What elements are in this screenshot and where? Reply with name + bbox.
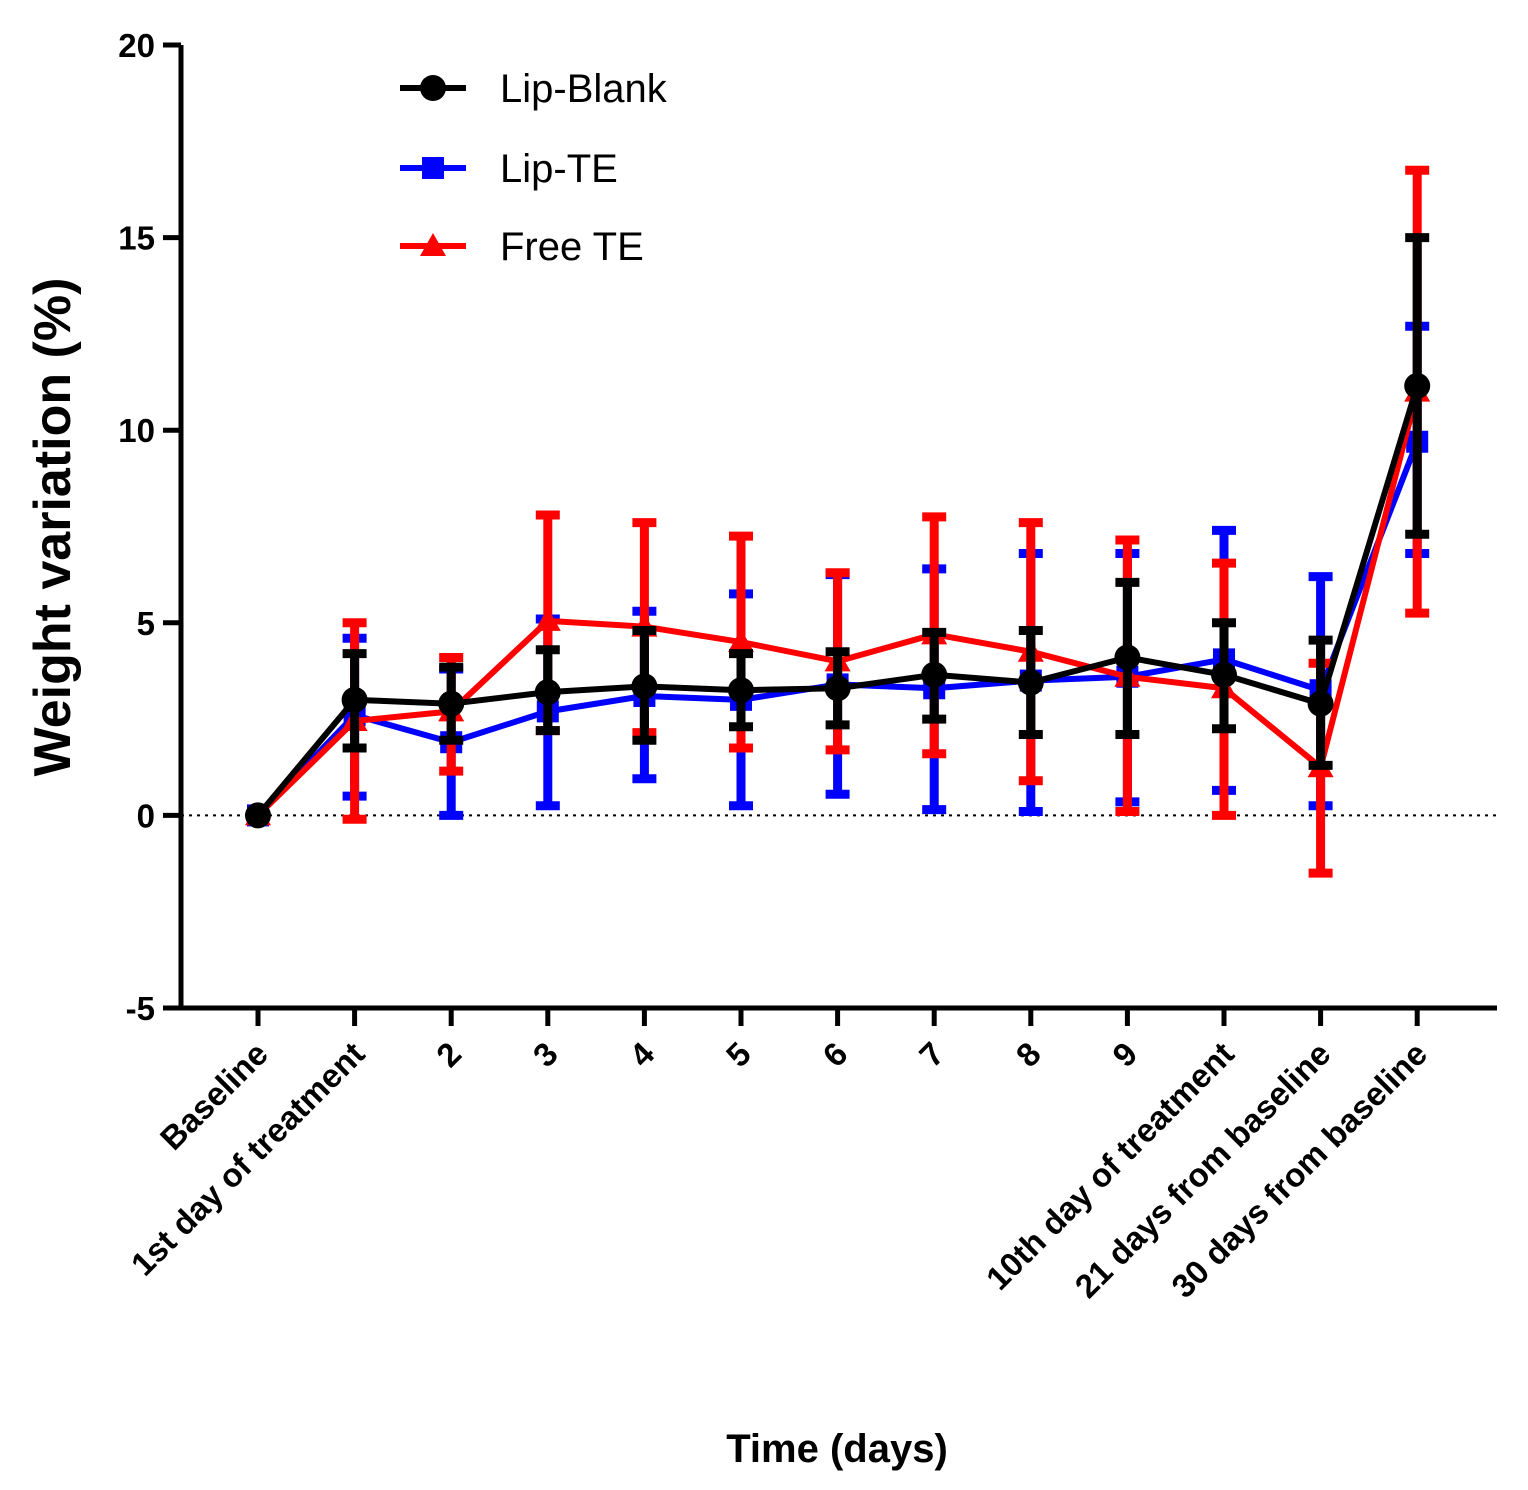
data-point	[534, 607, 561, 631]
data-point	[824, 675, 851, 702]
y-tick-label: 0	[137, 797, 155, 834]
x-tick-label: 8	[1009, 1035, 1048, 1074]
y-tick-label: 5	[137, 605, 155, 642]
y-tick-label: 15	[118, 220, 155, 257]
x-tick-label: 9	[1105, 1035, 1144, 1074]
x-axis-title: Time (days)	[726, 1427, 948, 1471]
legend-marker	[420, 233, 446, 256]
data-point	[631, 673, 658, 700]
legend-item-free-te: Free TE	[400, 225, 644, 269]
data-point	[1211, 661, 1237, 688]
data-point	[534, 679, 561, 706]
y-tick-label: 10	[118, 412, 155, 449]
legend-label: Lip-Blank	[500, 67, 668, 111]
x-tick-label: 5	[719, 1035, 758, 1074]
data-point	[341, 686, 368, 713]
x-tick-label: 3	[526, 1035, 565, 1074]
data-point	[245, 802, 271, 829]
data-point	[728, 629, 754, 653]
y-tick-label: -5	[126, 990, 155, 1027]
legend-marker	[420, 75, 446, 101]
data-point	[1404, 372, 1431, 399]
data-point	[728, 677, 754, 704]
x-tick-label: 6	[815, 1035, 854, 1074]
x-tick-label: 4	[622, 1034, 662, 1074]
x-tick-label: 2	[429, 1035, 468, 1074]
data-point	[1307, 690, 1334, 717]
data-point	[921, 661, 948, 688]
y-tick-label: 20	[118, 27, 155, 64]
legend-item-lip-te: Lip-TE	[400, 147, 618, 191]
legend-label: Free TE	[500, 225, 644, 269]
data-point	[438, 690, 465, 717]
legend-label: Lip-TE	[500, 147, 618, 191]
x-tick-label: 7	[912, 1035, 951, 1074]
legend-item-lip-blank: Lip-Blank	[400, 67, 668, 111]
data-point	[1017, 669, 1044, 696]
y-axis-title: Weight variation (%)	[24, 278, 82, 777]
data-point	[1114, 644, 1141, 671]
legend-marker	[422, 157, 444, 179]
series-lip-blank	[245, 233, 1431, 829]
